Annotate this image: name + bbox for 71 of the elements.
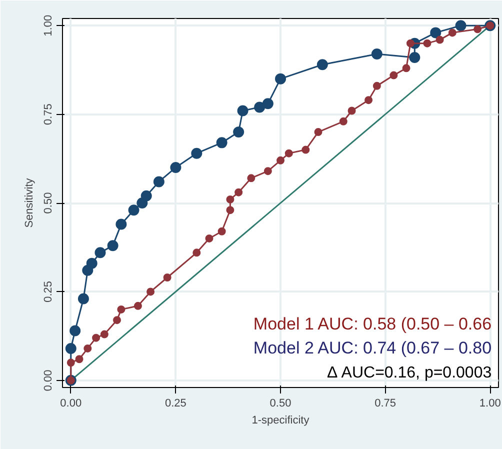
point — [455, 20, 466, 32]
y-tick-label: 0.00 — [42, 370, 54, 392]
y-tick-label: 0.75 — [42, 104, 54, 126]
point — [216, 137, 228, 148]
point — [153, 176, 164, 188]
point — [226, 195, 234, 204]
y-tick-label: 1.00 — [42, 14, 54, 36]
point — [191, 148, 202, 159]
x-axis-title: 1-specificity — [252, 414, 310, 426]
point — [302, 146, 310, 154]
point — [371, 48, 382, 60]
point — [78, 293, 89, 304]
x-tick-label: 0.50 — [270, 398, 292, 410]
x-tick-label: 0.25 — [164, 398, 186, 410]
point — [348, 106, 356, 115]
point — [314, 128, 322, 136]
point — [364, 96, 373, 104]
point — [70, 325, 81, 336]
point — [234, 188, 243, 196]
point — [423, 39, 432, 48]
y-tick-label: 0.25 — [42, 280, 54, 302]
annotation: Model 1 AUC: 0.58 (0.50 – 0.66 — [253, 314, 492, 334]
point — [276, 156, 284, 164]
point — [247, 174, 256, 182]
x-tick-label: 0.75 — [374, 398, 396, 410]
point — [128, 204, 140, 216]
point — [390, 71, 398, 80]
point — [316, 59, 328, 70]
point — [233, 126, 244, 138]
point — [163, 274, 172, 282]
point — [406, 39, 414, 48]
point — [218, 227, 226, 236]
point — [107, 240, 118, 252]
point — [205, 234, 214, 242]
point — [275, 73, 286, 84]
point — [254, 102, 266, 113]
point — [436, 36, 444, 44]
point — [409, 52, 420, 64]
point — [92, 334, 100, 342]
point — [237, 105, 248, 116]
x-tick-label: 0.00 — [60, 398, 82, 410]
point — [372, 82, 381, 90]
annotation: Δ AUC=0.16, p=0.0003 — [327, 364, 492, 382]
point — [75, 355, 84, 364]
point — [226, 206, 234, 214]
point — [339, 117, 348, 126]
point — [170, 162, 182, 174]
point — [86, 258, 98, 269]
point — [116, 218, 127, 230]
point — [262, 98, 274, 110]
point — [192, 248, 201, 257]
x-tick-label: 1.00 — [479, 398, 501, 410]
point — [94, 247, 106, 258]
point — [264, 167, 272, 176]
point — [66, 358, 75, 367]
point — [448, 28, 456, 37]
y-axis-title: Sensitivity — [24, 178, 36, 228]
point — [113, 316, 121, 324]
point — [117, 305, 126, 314]
point — [146, 288, 155, 296]
point — [402, 64, 410, 72]
point — [134, 302, 142, 310]
point — [100, 330, 108, 338]
point — [140, 190, 152, 202]
annotation: Model 2 AUC: 0.74 (0.67 – 0.80 — [253, 338, 492, 358]
point — [284, 149, 293, 158]
point — [65, 342, 76, 354]
point — [84, 344, 92, 352]
point — [474, 25, 482, 34]
point — [430, 27, 442, 38]
y-tick-label: 0.50 — [42, 192, 54, 214]
